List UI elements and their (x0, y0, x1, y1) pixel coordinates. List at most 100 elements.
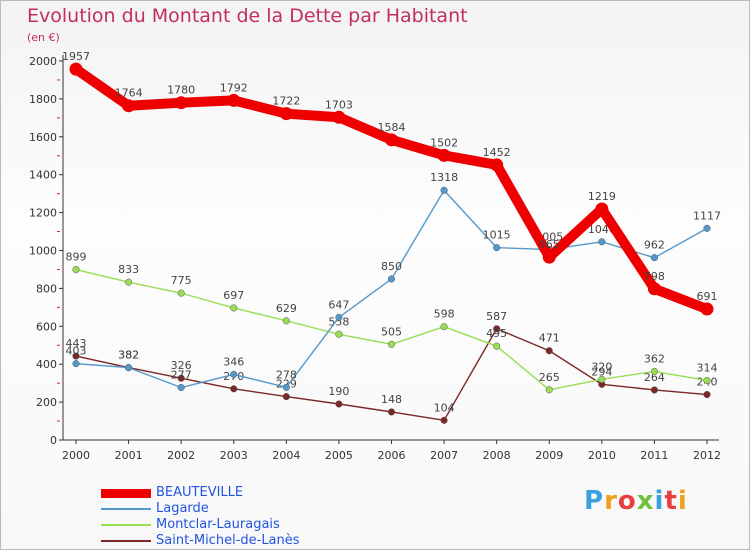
data-point (174, 96, 188, 110)
data-point (595, 202, 609, 216)
data-point (437, 148, 451, 162)
x-tick-label: 2006 (378, 449, 406, 462)
x-tick-label: 2011 (640, 449, 668, 462)
y-tick-label: 1800 (29, 93, 57, 106)
legend-label: Saint-Michel-de-Lanès (156, 533, 300, 548)
legend-label: BEAUTEVILLE (156, 485, 244, 500)
y-tick-label: 200 (36, 396, 57, 409)
data-point (493, 244, 501, 252)
data-point (387, 340, 396, 348)
data-label: 1957 (62, 50, 90, 63)
data-point (125, 364, 133, 372)
data-point (335, 313, 343, 321)
data-label: 833 (118, 263, 139, 276)
data-point (650, 367, 658, 375)
data-point (545, 347, 553, 355)
data-label: 320 (591, 360, 612, 373)
data-point (598, 238, 606, 246)
data-label: 1703 (325, 98, 353, 111)
y-tick-label: 1200 (29, 207, 57, 220)
data-point (282, 393, 290, 401)
data-label: 965 (539, 238, 560, 251)
data-point (700, 302, 714, 316)
y-tick-label: 0 (50, 434, 57, 447)
data-point (69, 62, 83, 76)
data-point (122, 99, 136, 113)
data-point (177, 374, 185, 382)
y-tick-label: 1400 (29, 169, 57, 182)
data-label: 1584 (378, 121, 406, 134)
data-label: 1792 (220, 81, 248, 94)
x-tick-label: 2003 (220, 449, 248, 462)
logo-letter: x (636, 486, 655, 516)
legend-swatch (101, 488, 151, 498)
data-point (125, 278, 133, 286)
data-label: 278 (276, 368, 297, 381)
chart-title: Evolution du Montant de la Dette par Hab… (27, 5, 468, 27)
data-point (335, 400, 343, 408)
y-tick-label: 1000 (29, 245, 57, 258)
y-tick-label: 2000 (29, 55, 57, 68)
data-label: 697 (223, 289, 244, 302)
data-label: 1722 (272, 95, 300, 108)
data-label: 148 (381, 393, 402, 406)
data-point (703, 376, 711, 385)
data-label: 1764 (115, 87, 143, 100)
data-label: 587 (486, 310, 507, 323)
data-label: 691 (697, 290, 718, 303)
x-tick-label: 2004 (272, 449, 300, 462)
data-label: 1780 (167, 84, 195, 97)
data-point (545, 386, 553, 394)
data-point (493, 325, 501, 333)
data-label: 850 (381, 260, 402, 273)
data-label: 294 (591, 365, 612, 378)
data-point (72, 360, 80, 368)
logo-letter: r (604, 486, 618, 516)
data-point (440, 323, 448, 331)
data-label: 471 (539, 332, 560, 345)
data-point (440, 186, 448, 194)
unit-label: (en €) (27, 31, 60, 44)
legend-label: Lagarde (156, 501, 209, 516)
data-label: 775 (171, 274, 192, 287)
logo-letter: i (654, 486, 665, 516)
data-label: 264 (644, 371, 665, 384)
x-tick-label: 2002 (167, 449, 195, 462)
data-point (387, 408, 396, 416)
data-point (703, 224, 711, 232)
x-tick-label: 2000 (62, 449, 90, 462)
data-point (230, 370, 238, 378)
data-label: 1015 (483, 229, 511, 242)
data-label: 362 (644, 352, 665, 365)
logo-letter: i (677, 486, 688, 516)
data-point (440, 416, 448, 424)
x-tick-label: 2010 (588, 449, 616, 462)
data-label: 326 (171, 359, 192, 372)
data-label: 1117 (693, 209, 721, 222)
data-point (542, 250, 556, 264)
x-tick-label: 2008 (483, 449, 511, 462)
proxiti-logo: Proxiti (584, 486, 688, 516)
data-point (703, 390, 711, 399)
data-label: 104 (434, 401, 455, 414)
logo-letter: o (617, 486, 637, 516)
data-label: 647 (328, 298, 349, 311)
data-label: 598 (434, 308, 455, 321)
data-point (177, 289, 185, 297)
data-label: 798 (644, 270, 665, 283)
data-point (282, 383, 290, 391)
data-label: 629 (276, 302, 297, 315)
data-label: 346 (223, 355, 244, 368)
data-label: 314 (697, 361, 718, 374)
legend-swatch (101, 508, 151, 510)
data-label: 190 (328, 385, 349, 398)
y-tick-label: 800 (36, 282, 57, 295)
data-point (490, 158, 504, 172)
data-point (282, 317, 290, 325)
data-label: 495 (486, 327, 507, 340)
y-tick-label: 400 (36, 358, 57, 371)
data-point (279, 107, 293, 121)
data-point (387, 275, 396, 283)
data-label: 1452 (483, 146, 511, 159)
